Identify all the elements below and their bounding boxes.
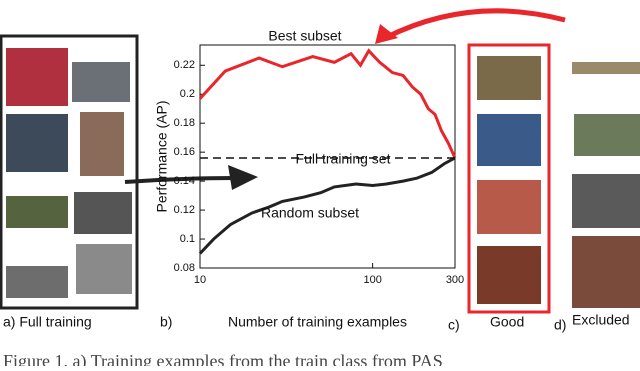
series-annotation: Random subset [261, 205, 359, 221]
panel-label: Excluded [572, 312, 630, 328]
thumbnail [76, 244, 132, 294]
thumbnail [6, 48, 68, 106]
arrow-head [228, 165, 258, 190]
y-axis-label: Performance (AP) [154, 100, 170, 212]
thumbnail [572, 236, 640, 308]
thumbnail [477, 56, 541, 100]
x-axis-label: Number of training examples [228, 314, 407, 330]
thumbnails-d [572, 62, 640, 308]
thumbnail [477, 246, 541, 304]
y-tick-label: 0.14 [174, 175, 195, 187]
thumbnail [574, 114, 640, 156]
series-annotation: Best subset [268, 28, 341, 44]
y-tick-label: 0.1 [180, 233, 195, 245]
panel-label: d) [554, 317, 566, 333]
arrow [124, 176, 236, 184]
panel-label: b) [160, 314, 172, 330]
panel-frame [467, 43, 551, 314]
y-tick-label: 0.12 [174, 204, 195, 216]
thumbnails-c [477, 56, 541, 304]
thumbnail [572, 174, 640, 228]
thumbnail [572, 62, 640, 74]
thumbnail [72, 62, 130, 102]
thumbnail [80, 112, 124, 176]
arrow [383, 8, 566, 41]
y-tick-label: 0.22 [174, 59, 195, 71]
thumbnail [6, 114, 68, 172]
caption: Figure 1. a) Training examples from the … [3, 351, 443, 366]
thumbnail [477, 180, 541, 234]
y-tick-label: 0.18 [174, 117, 195, 129]
thumbnail [6, 196, 68, 228]
y-tick-label: 0.08 [174, 262, 195, 274]
thumbnails-a [6, 48, 132, 298]
arrow-head [375, 24, 398, 44]
panel-label: c) [448, 317, 460, 333]
x-tick-label: 10 [194, 274, 206, 286]
series-line [198, 48, 457, 159]
thumbnail [74, 192, 132, 234]
x-tick-label: 100 [363, 274, 381, 286]
y-tick-label: 0.2 [180, 88, 195, 100]
thumbnail [477, 114, 541, 166]
panel-frame [0, 34, 139, 310]
panel-label: a) Full training [3, 314, 92, 330]
y-tick-label: 0.16 [174, 146, 195, 158]
series-annotation: Full training set [296, 151, 391, 167]
x-tick-label: 300 [446, 274, 464, 286]
thumbnail [6, 266, 68, 298]
panel-label: Good [490, 314, 524, 330]
series-line [198, 156, 456, 255]
